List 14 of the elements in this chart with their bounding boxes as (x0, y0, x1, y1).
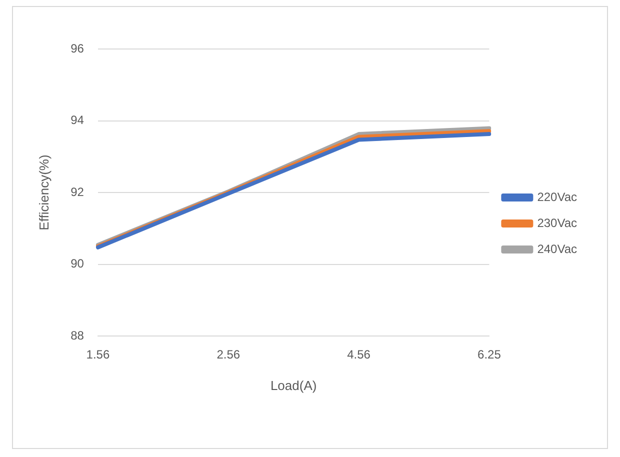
x-tick-label: 1.56 (86, 348, 110, 362)
y-tick-label: 94 (70, 113, 84, 128)
x-axis-title: Load(A) (270, 378, 317, 393)
y-tick-label: 92 (70, 184, 84, 199)
y-tick-label: 96 (70, 41, 84, 56)
legend-label: 230Vac (537, 216, 578, 230)
legend-label: 220Vac (537, 190, 578, 204)
y-axis-title: Efficiency(%) (36, 154, 52, 230)
x-tick-label: 6.25 (478, 348, 502, 362)
y-tick-label: 90 (70, 256, 84, 271)
x-tick-label: 4.56 (347, 348, 371, 362)
legend-label: 240Vac (537, 242, 578, 256)
y-tick-label: 88 (70, 328, 84, 342)
x-tick-label: 2.56 (216, 348, 240, 362)
